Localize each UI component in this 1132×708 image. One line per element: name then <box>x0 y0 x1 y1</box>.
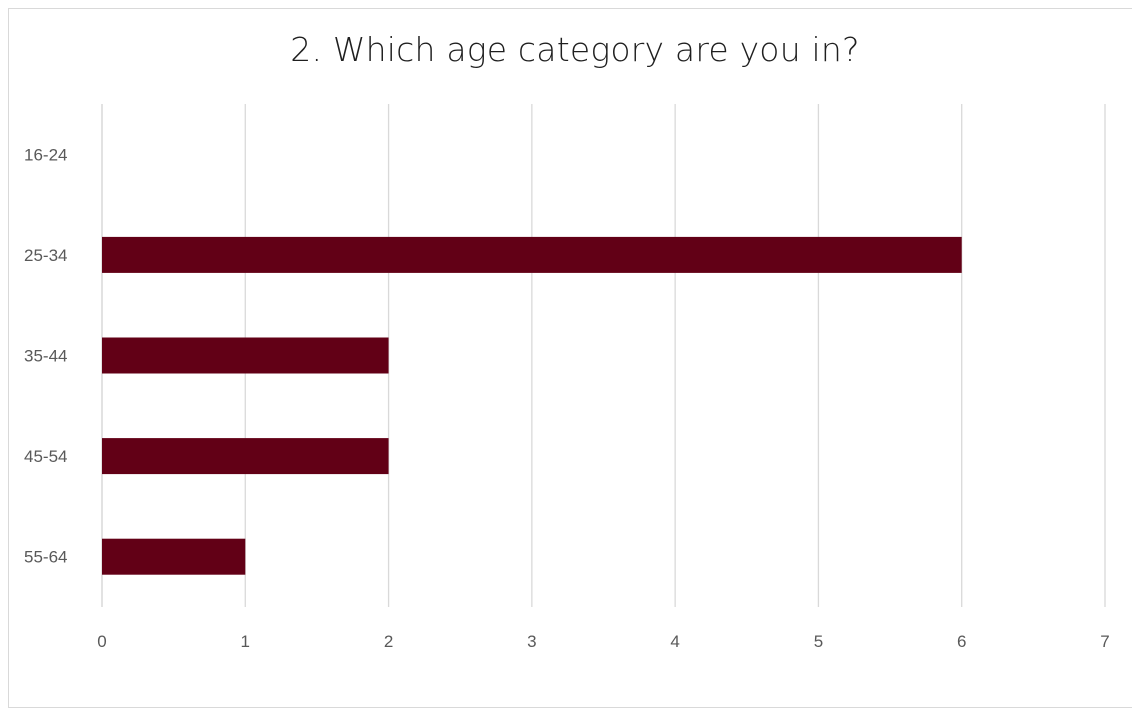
category-label: 55-64 <box>24 548 67 567</box>
bars <box>102 236 962 575</box>
x-tick-label: 4 <box>670 632 679 651</box>
category-labels: 16-24 25-34 35-44 45-54 55-64 <box>24 145 67 566</box>
category-label: 45-54 <box>24 447 67 466</box>
x-tick-label: 3 <box>527 632 536 651</box>
bar-45-54 <box>102 438 389 475</box>
bar-25-34 <box>102 236 962 273</box>
x-tick-label: 5 <box>814 632 823 651</box>
category-label: 16-24 <box>24 145 67 164</box>
bar-55-64 <box>102 538 246 575</box>
category-label: 35-44 <box>24 347 67 366</box>
x-tick-label: 1 <box>241 632 250 651</box>
category-label: 25-34 <box>24 246 67 265</box>
x-tick-label: 0 <box>97 632 106 651</box>
x-tick-label: 6 <box>957 632 966 651</box>
x-tick-label: 2 <box>384 632 393 651</box>
bar-chart: 16-24 25-34 35-44 45-54 55-64 0 1 2 3 4 5 6 7 <box>24 104 1110 651</box>
chart-title: 2. Which age category are you in? <box>290 30 860 69</box>
x-tick-label: 7 <box>1100 632 1109 651</box>
x-tick-labels: 0 1 2 3 4 5 6 7 <box>97 632 1109 651</box>
bar-35-44 <box>102 337 389 374</box>
